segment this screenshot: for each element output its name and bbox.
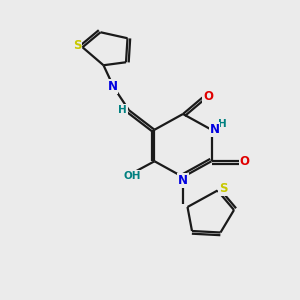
- Text: N: N: [178, 174, 188, 187]
- Text: S: S: [73, 39, 81, 52]
- Text: O: O: [203, 89, 213, 103]
- Text: OH: OH: [123, 171, 141, 181]
- Text: N: N: [209, 123, 220, 136]
- Text: N: N: [107, 80, 118, 93]
- Text: H: H: [218, 119, 226, 129]
- Text: S: S: [219, 182, 227, 196]
- Text: H: H: [118, 105, 127, 115]
- Text: O: O: [239, 155, 250, 168]
